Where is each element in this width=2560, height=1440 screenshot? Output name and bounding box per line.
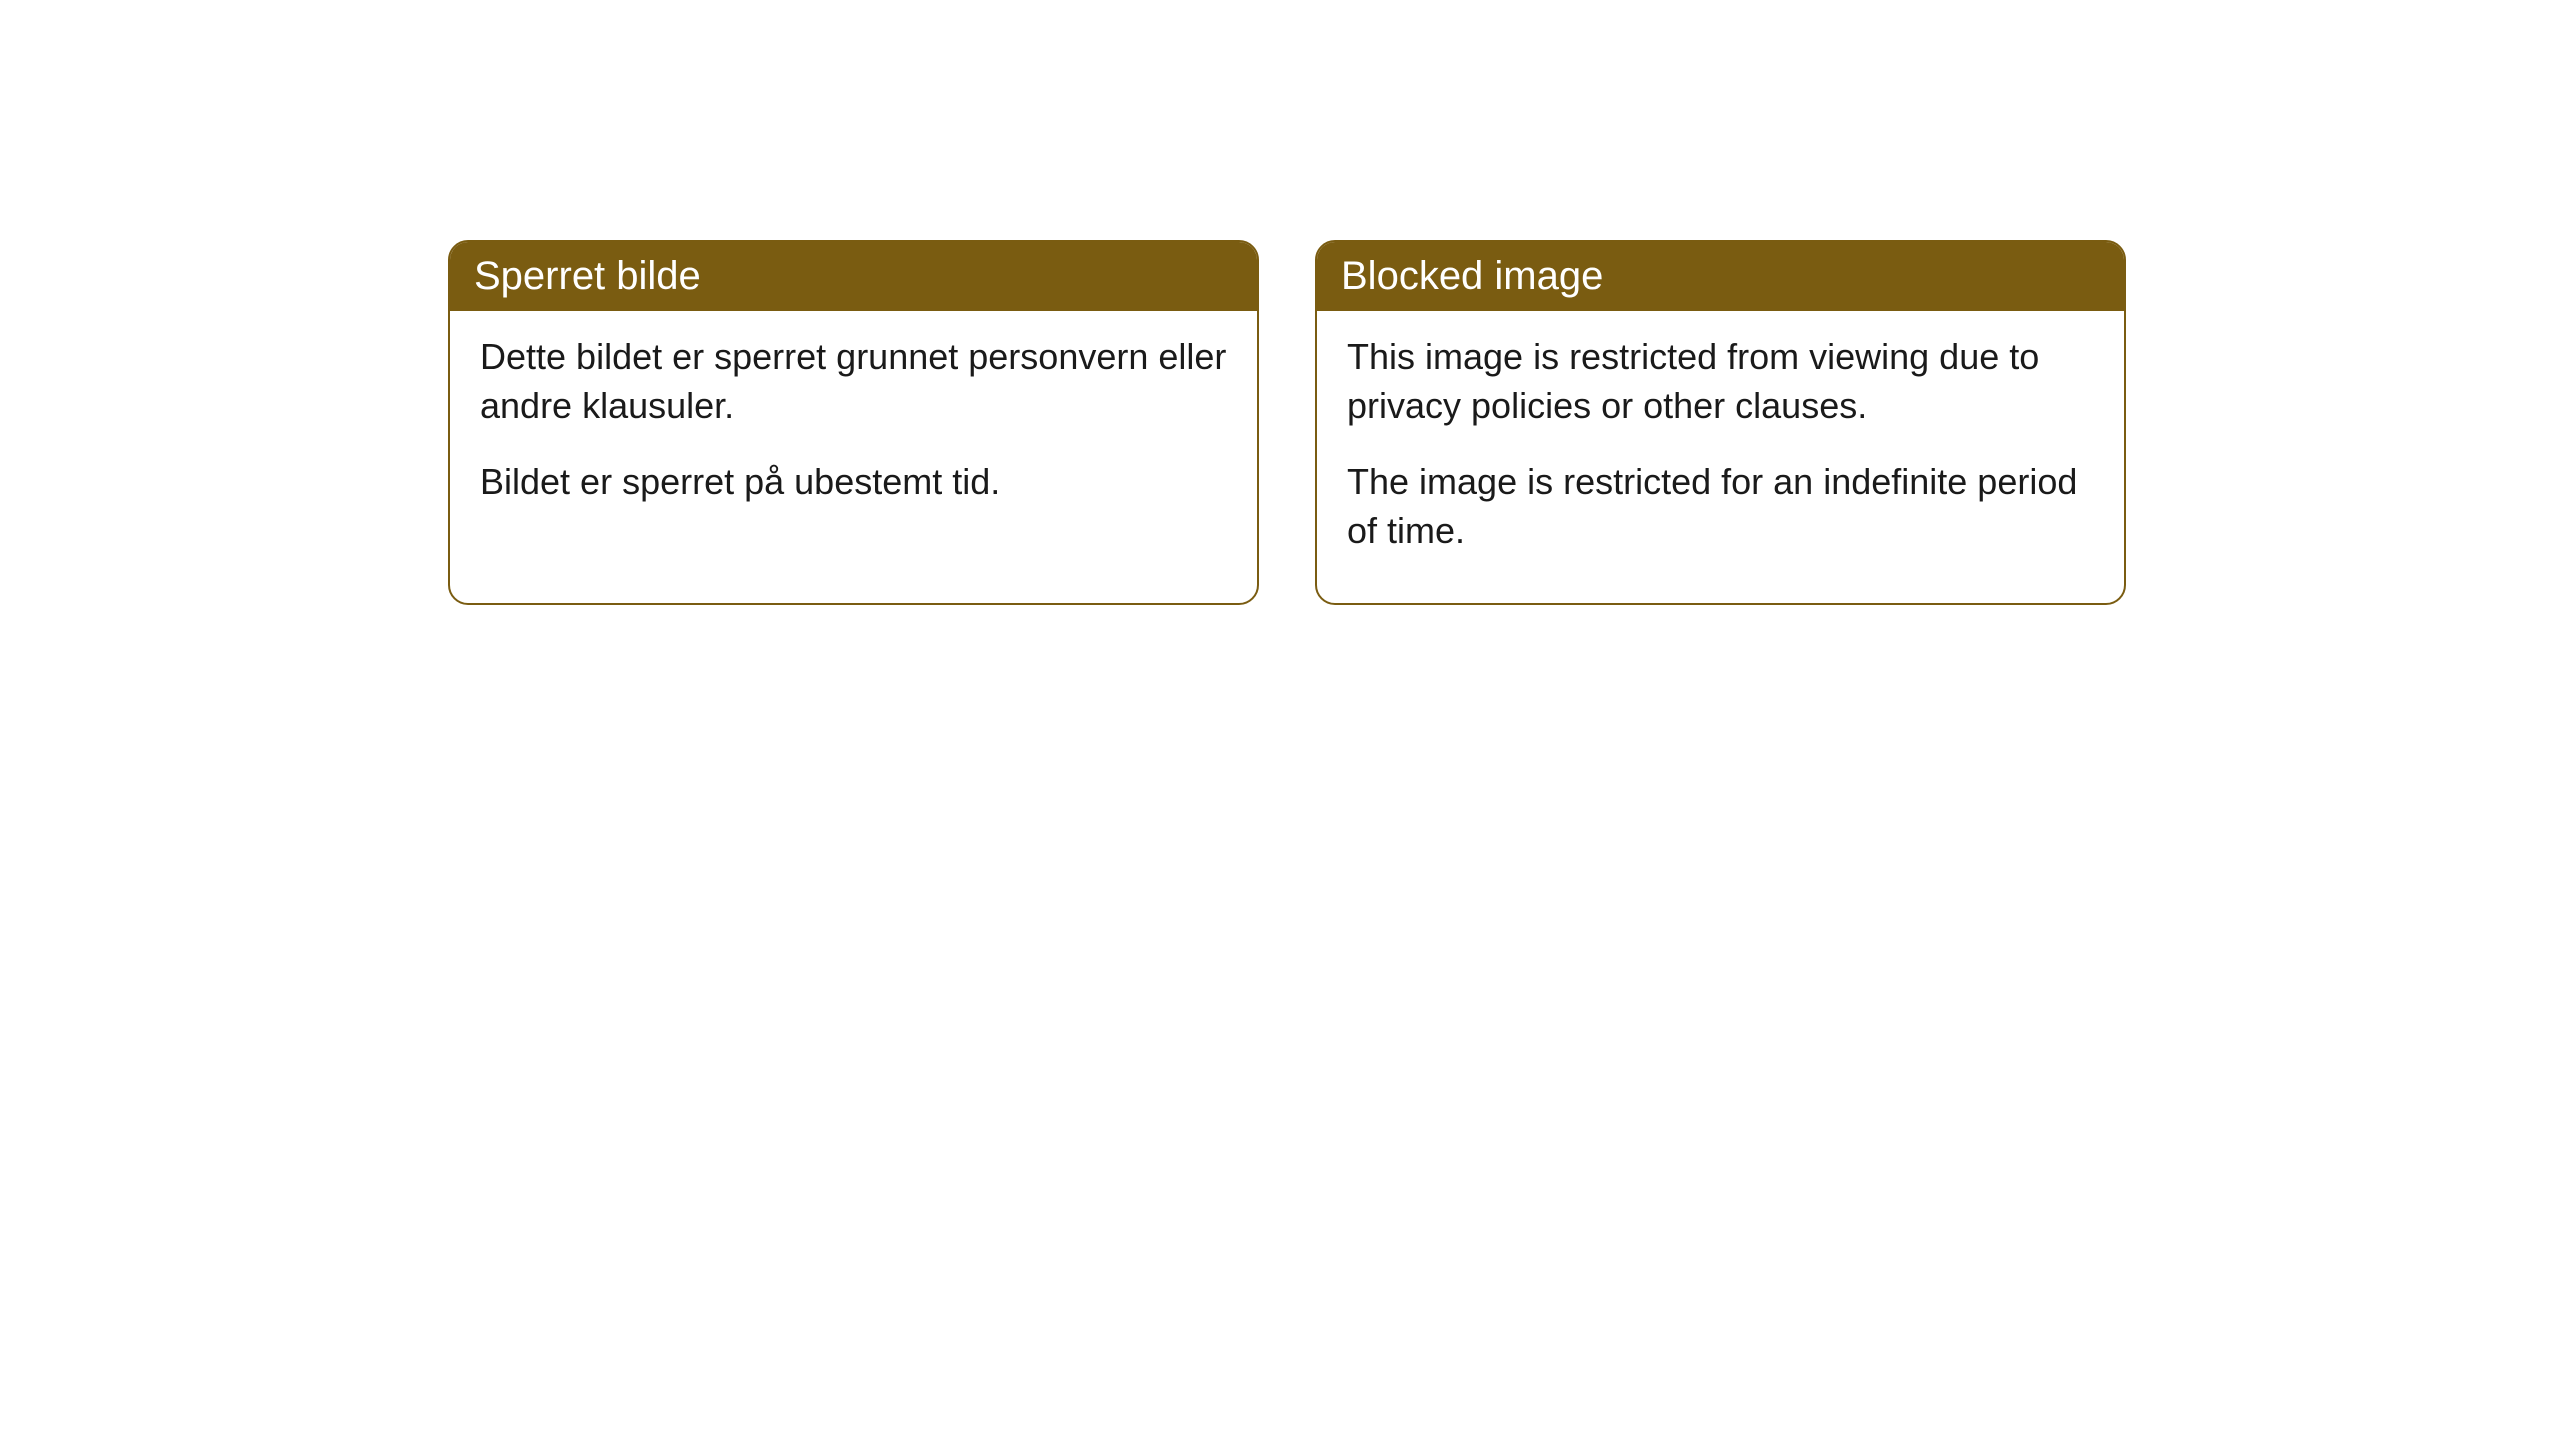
notice-card-english: Blocked image This image is restricted f… [1315, 240, 2126, 605]
cards-container: Sperret bilde Dette bildet er sperret gr… [0, 0, 2560, 605]
notice-card-title: Sperret bilde [450, 242, 1257, 311]
notice-card-title: Blocked image [1317, 242, 2124, 311]
notice-card-body: This image is restricted from viewing du… [1317, 311, 2124, 603]
notice-paragraph-1: This image is restricted from viewing du… [1347, 333, 2094, 430]
notice-paragraph-2: Bildet er sperret på ubestemt tid. [480, 458, 1227, 507]
notice-paragraph-2: The image is restricted for an indefinit… [1347, 458, 2094, 555]
notice-card-norwegian: Sperret bilde Dette bildet er sperret gr… [448, 240, 1259, 605]
notice-card-body: Dette bildet er sperret grunnet personve… [450, 311, 1257, 555]
notice-paragraph-1: Dette bildet er sperret grunnet personve… [480, 333, 1227, 430]
